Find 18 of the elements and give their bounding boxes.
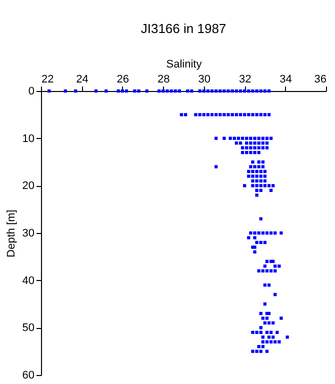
y-tick-label: 30 (22, 228, 34, 240)
x-tick-label: 28 (158, 74, 170, 86)
chart-title: JI3166 in 1987 (140, 21, 226, 36)
x-axis-title: Salinity (166, 58, 202, 70)
x-tick-label: 30 (198, 74, 210, 86)
y-tick-label: 50 (22, 322, 34, 334)
y-tick-label: 10 (22, 132, 34, 145)
y-axis-title: Depth [m] (5, 210, 18, 258)
y-tick-label: 40 (22, 274, 34, 287)
x-tick-label: 32 (238, 74, 252, 86)
x-tick-label: 34 (280, 74, 292, 86)
y-tick-label: 0 (28, 86, 34, 98)
x-tick-label: 22 (42, 74, 54, 86)
x-tick-label: 36 (314, 74, 326, 86)
x-tick-label: 24 (76, 74, 88, 86)
y-tick-label: 20 (22, 180, 34, 192)
x-tick-label: 26 (116, 74, 130, 86)
y-tick-label: 60 (22, 370, 34, 382)
